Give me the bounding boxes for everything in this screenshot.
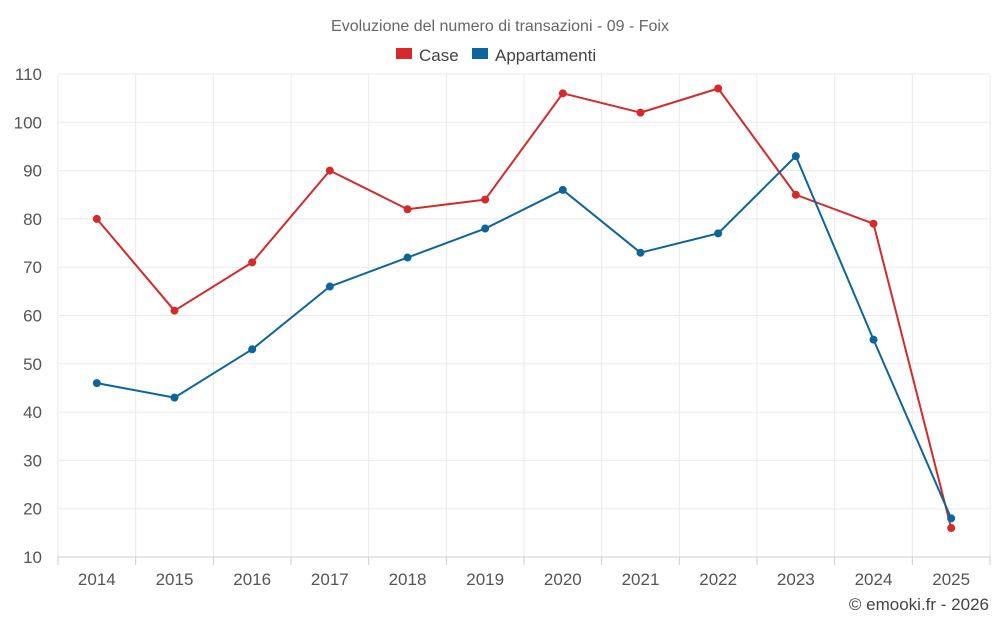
data-point-case[interactable] — [248, 258, 257, 267]
legend: Case Appartamenti — [396, 46, 596, 65]
credit-text: © emooki.fr - 2026 — [849, 595, 989, 614]
series-appartamenti — [92, 152, 956, 523]
x-tick-label: 2024 — [855, 570, 893, 589]
x-tick-label: 2022 — [699, 570, 737, 589]
data-point-appartamenti[interactable] — [92, 379, 101, 388]
x-tick-label: 2016 — [233, 570, 271, 589]
data-point-case[interactable] — [636, 108, 645, 117]
data-point-case[interactable] — [791, 190, 800, 199]
x-tick-label: 2021 — [622, 570, 660, 589]
data-point-case[interactable] — [558, 89, 567, 98]
x-tick-label: 2019 — [466, 570, 504, 589]
data-point-appartamenti[interactable] — [947, 514, 956, 523]
grid — [57, 73, 991, 557]
x-tick-label: 2015 — [156, 570, 194, 589]
data-point-case[interactable] — [481, 195, 490, 204]
data-point-appartamenti[interactable] — [248, 345, 257, 354]
series-line-appartamenti — [96, 155, 953, 519]
data-point-appartamenti[interactable] — [869, 335, 878, 344]
x-tick-label: 2014 — [78, 570, 116, 589]
legend-label-case[interactable]: Case — [419, 46, 459, 65]
y-tick-label: 50 — [23, 355, 42, 374]
legend-swatch-case[interactable] — [396, 48, 412, 59]
data-point-case[interactable] — [403, 205, 412, 214]
data-point-appartamenti[interactable] — [325, 282, 334, 291]
data-point-appartamenti[interactable] — [714, 229, 723, 238]
y-tick-label: 110 — [15, 65, 42, 84]
data-point-appartamenti[interactable] — [636, 248, 645, 257]
data-point-appartamenti[interactable] — [558, 185, 567, 194]
y-tick-label: 80 — [23, 210, 42, 229]
y-tick-label: 40 — [23, 403, 42, 422]
data-point-case[interactable] — [325, 166, 334, 175]
data-point-appartamenti[interactable] — [791, 152, 800, 161]
series-case — [92, 84, 956, 533]
x-tick-label: 2017 — [311, 570, 349, 589]
y-tick-label: 100 — [14, 113, 42, 132]
y-tick-label: 20 — [23, 500, 42, 519]
x-tick-label: 2018 — [389, 570, 427, 589]
data-point-appartamenti[interactable] — [403, 253, 412, 262]
y-axis-ticks: 10 20 30 40 50 60 70 80 90 100 110 — [14, 65, 42, 567]
data-point-case[interactable] — [947, 524, 956, 533]
x-tick-label: 2023 — [777, 570, 815, 589]
data-point-appartamenti[interactable] — [481, 224, 490, 233]
data-point-appartamenti[interactable] — [170, 393, 179, 402]
legend-label-appartamenti[interactable]: Appartamenti — [495, 46, 596, 65]
y-tick-label: 10 — [23, 548, 42, 567]
x-tick-label: 2020 — [544, 570, 582, 589]
y-tick-label: 90 — [23, 162, 42, 181]
x-tick-label: 2025 — [932, 570, 970, 589]
y-tick-label: 60 — [23, 307, 42, 326]
x-axis-ticks: 2014 2015 2016 2017 2018 2019 2020 2021 2022 2023… — [78, 570, 970, 589]
data-point-case[interactable] — [170, 306, 179, 315]
series-line-case — [96, 87, 953, 529]
y-tick-label: 70 — [23, 258, 42, 277]
legend-swatch-appartamenti[interactable] — [472, 48, 488, 59]
y-tick-label: 30 — [23, 451, 42, 470]
series — [92, 84, 956, 533]
data-point-case[interactable] — [869, 219, 878, 228]
axes — [57, 556, 991, 565]
chart-title: Evoluzione del numero di transazioni - 0… — [331, 18, 669, 35]
data-point-case[interactable] — [92, 214, 101, 223]
data-point-case[interactable] — [714, 84, 723, 93]
